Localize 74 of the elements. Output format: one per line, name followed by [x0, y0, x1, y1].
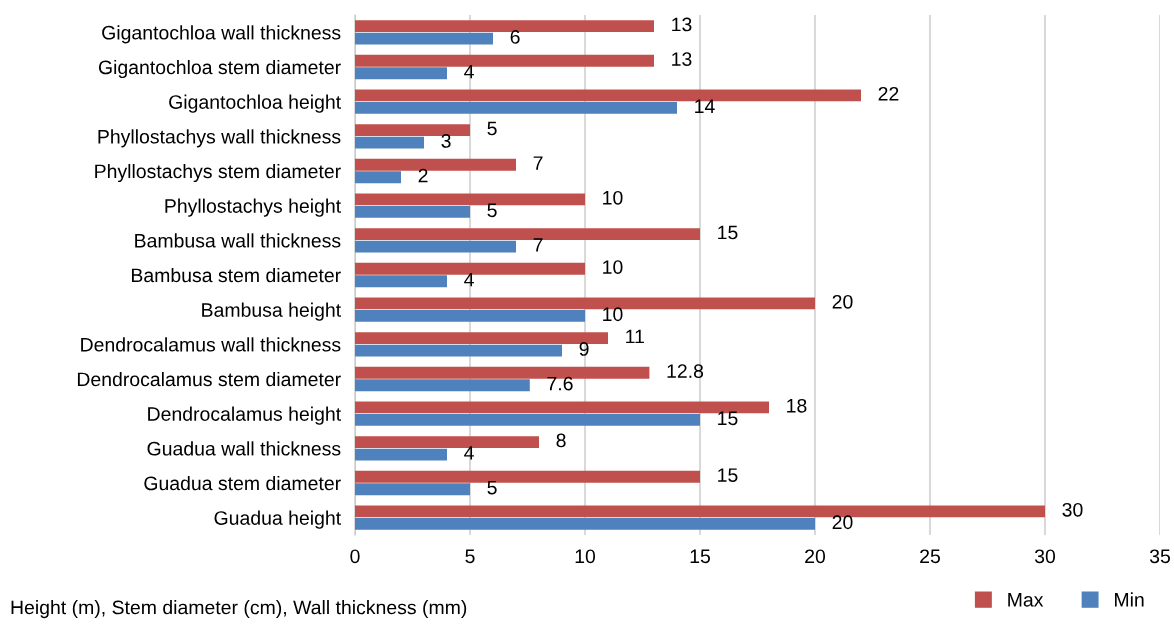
data-label: 5 — [487, 203, 497, 218]
bar — [355, 413, 700, 426]
legend-label: Min — [1115, 592, 1144, 607]
bar — [355, 309, 585, 322]
y-tick-label: Guadua height — [214, 510, 341, 529]
data-label: 4 — [464, 272, 474, 287]
data-label: 13 — [672, 52, 692, 66]
data-label: 18 — [787, 398, 807, 413]
bar — [355, 483, 470, 496]
y-tick-label: Phyllostachys height — [165, 198, 341, 217]
data-label: 22 — [878, 86, 899, 101]
bar — [355, 262, 585, 275]
y-tick-label: Phyllostachys stem diameter — [95, 163, 341, 183]
x-tick-label: 30 — [1034, 549, 1056, 564]
data-label: 8 — [556, 433, 566, 448]
y-tick-label: Guadua wall thickness — [147, 441, 341, 456]
y-tick-label: Gigantochloa wall thickness — [102, 25, 341, 44]
data-label: 15 — [718, 411, 738, 426]
y-tick-label: Gigantochloa stem diameter — [98, 59, 341, 79]
data-label: 11 — [626, 329, 644, 344]
data-label: 3 — [441, 134, 451, 148]
data-label: 2 — [418, 168, 428, 183]
x-tick-label: 10 — [575, 549, 596, 564]
bar — [355, 54, 654, 67]
y-tick-label: Gigantochloa height — [169, 94, 341, 113]
y-tick-label: Bambusa wall thickness — [135, 233, 341, 248]
data-label: 7 — [533, 156, 543, 170]
x-axis-title: Height (m), Stem diameter (cm), Wall thickness (mm) — [11, 600, 467, 619]
bar — [355, 344, 562, 357]
bar — [355, 67, 447, 80]
data-label: 10 — [603, 260, 623, 274]
bar — [355, 448, 447, 461]
x-tick-label: 5 — [465, 549, 475, 564]
bar — [355, 379, 530, 392]
y-tick-label: Dendrocalamus wall thickness — [81, 337, 341, 352]
y-tick-label: Phyllostachys wall thickness — [98, 129, 341, 148]
data-label: 7.6 — [547, 376, 573, 391]
bar — [355, 240, 516, 253]
x-tick-label: 15 — [690, 549, 710, 564]
data-label: 5 — [487, 121, 497, 136]
data-label: 30 — [1062, 502, 1083, 517]
x-tick-label: 25 — [920, 549, 940, 564]
bar — [355, 205, 470, 218]
bar — [355, 101, 677, 114]
x-tick-label: 35 — [1149, 549, 1170, 564]
data-label: 20 — [832, 515, 853, 530]
data-label: 14 — [695, 99, 715, 113]
data-label: 5 — [487, 480, 497, 495]
data-label: 15 — [718, 225, 738, 240]
legend-label: Max — [1008, 593, 1044, 607]
data-label: 4 — [464, 446, 474, 460]
data-label: 15 — [718, 468, 738, 482]
bar — [355, 275, 447, 288]
y-tick-label: Bambusa stem diameter — [131, 267, 341, 283]
x-tick-label: 20 — [805, 549, 826, 564]
data-label: 6 — [510, 30, 520, 44]
data-label: 13 — [672, 17, 692, 32]
data-label: 9 — [579, 342, 589, 356]
y-tick-label: Guadua stem diameter — [144, 475, 341, 491]
data-label: 20 — [832, 294, 853, 309]
x-tick-label: 0 — [350, 549, 360, 564]
data-label: 7 — [533, 238, 543, 252]
y-tick-label: Bambusa height — [202, 302, 341, 321]
y-tick-label: Dendrocalamus height — [148, 406, 341, 425]
data-label: 10 — [603, 190, 623, 205]
bar — [355, 171, 401, 184]
bar — [355, 32, 493, 45]
bar — [355, 470, 700, 483]
bar — [355, 517, 815, 530]
bar — [355, 136, 424, 149]
y-tick-label: Dendrocalamus stem diameter — [77, 371, 341, 387]
data-label: 10 — [603, 307, 623, 322]
data-label: 4 — [464, 64, 474, 79]
data-label: 12.8 — [667, 364, 704, 378]
